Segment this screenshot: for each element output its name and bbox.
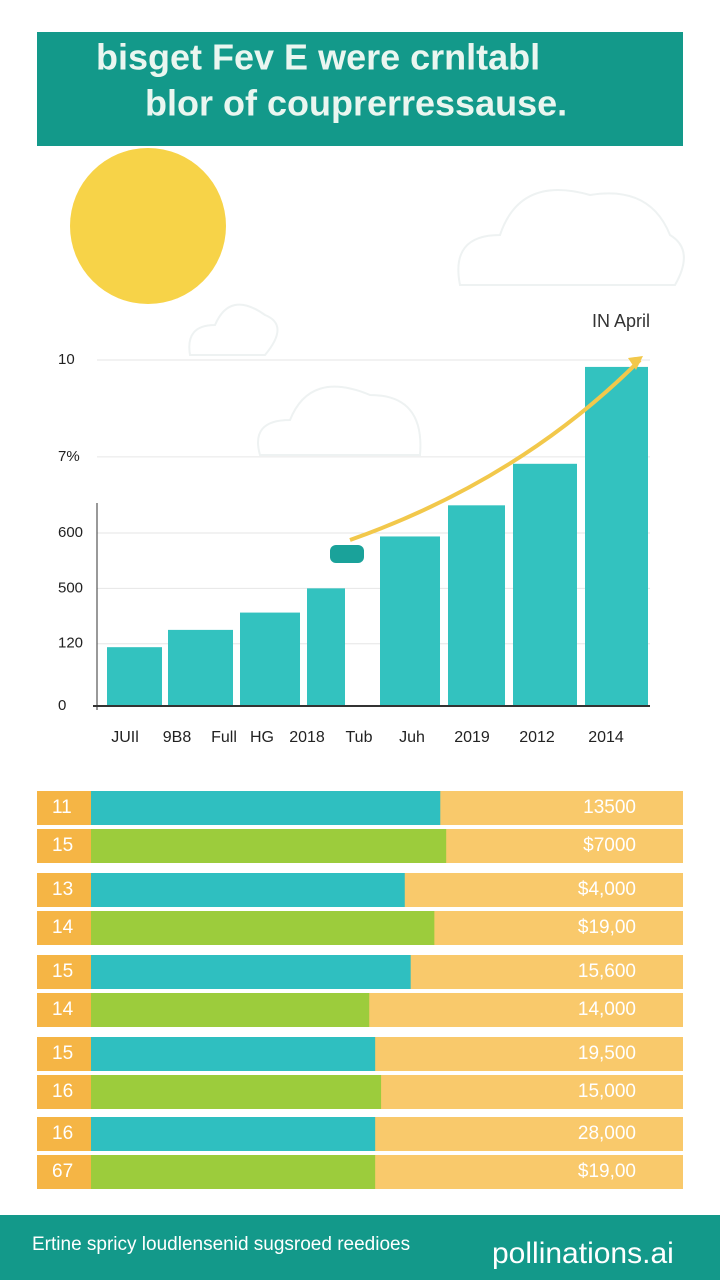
bar bbox=[168, 629, 233, 706]
trend-arrow bbox=[349, 358, 642, 542]
y-tick-label: 500 bbox=[58, 579, 83, 596]
value-label: $7000 bbox=[583, 835, 636, 856]
title-line: blor of couprerressause. bbox=[145, 83, 567, 124]
row-label-box bbox=[37, 1037, 91, 1071]
x-tick-label: 9B8 bbox=[163, 729, 192, 746]
bar-chart: IN April 0 120 500 600 7% 10 JUIl 9B8 Full HG 2018 T… bbox=[58, 311, 650, 746]
bar bbox=[448, 505, 505, 706]
row-label-box bbox=[37, 873, 91, 907]
value-label: 28,000 bbox=[578, 1123, 636, 1144]
bar bbox=[91, 1075, 382, 1109]
value-label: $4,000 bbox=[578, 879, 636, 900]
watermark: pollinations.ai bbox=[492, 1237, 674, 1270]
bar bbox=[307, 588, 345, 706]
bar-list: 11 13500 15 $7000 13 $4,000 14 $19,00 15 15,600 14… bbox=[37, 791, 683, 1189]
bar bbox=[91, 1037, 376, 1071]
value-label: $19,00 bbox=[578, 917, 636, 938]
value-label: 15,600 bbox=[578, 961, 636, 982]
y-tick-label: 7% bbox=[58, 448, 80, 465]
row-label: 13 bbox=[52, 879, 73, 900]
row-label-box bbox=[37, 829, 91, 863]
bar bbox=[91, 993, 370, 1027]
x-tick-label: 2014 bbox=[588, 729, 624, 746]
y-tick-label: 120 bbox=[58, 635, 83, 652]
bar bbox=[91, 911, 435, 945]
bar bbox=[91, 955, 411, 989]
row-label: 15 bbox=[52, 961, 73, 982]
row-label-box bbox=[37, 911, 91, 945]
value-label: 13500 bbox=[583, 797, 636, 818]
x-tick-label: Juh bbox=[399, 729, 425, 746]
row-label-box bbox=[37, 955, 91, 989]
bar bbox=[585, 366, 648, 706]
clouds bbox=[188, 189, 685, 456]
x-tick-label: 2018 bbox=[289, 729, 325, 746]
row-label-box bbox=[37, 1155, 91, 1189]
bar bbox=[91, 791, 441, 825]
row-label: 16 bbox=[52, 1081, 73, 1102]
bar bbox=[380, 536, 440, 706]
row-label-box bbox=[37, 791, 91, 825]
row-label: 14 bbox=[52, 917, 74, 938]
row-label: 67 bbox=[52, 1161, 73, 1182]
bar bbox=[91, 829, 447, 863]
car bbox=[330, 545, 364, 563]
bar bbox=[91, 1155, 376, 1189]
row-label: 15 bbox=[52, 1043, 73, 1064]
x-tick-label: 2012 bbox=[519, 729, 555, 746]
title-line: bisget Fev E were crnltabl bbox=[96, 37, 540, 78]
row-label-box bbox=[37, 993, 91, 1027]
x-tick-label: JUIl bbox=[111, 729, 139, 746]
row-label-box bbox=[37, 1075, 91, 1109]
bar bbox=[240, 612, 300, 706]
row-label: 15 bbox=[52, 835, 73, 856]
y-tick-label: 10 bbox=[58, 351, 75, 368]
arrow-head bbox=[628, 356, 643, 370]
row-label-box bbox=[37, 1117, 91, 1151]
row-label: 16 bbox=[52, 1123, 73, 1144]
x-tick-label: Full bbox=[211, 729, 237, 746]
bar bbox=[107, 647, 162, 706]
y-tick-label: 0 bbox=[58, 697, 66, 714]
value-label: 15,000 bbox=[578, 1081, 636, 1102]
row-label: 11 bbox=[52, 797, 72, 818]
footer-text: Ertine spricy loudlensenid sugsroed reed… bbox=[32, 1234, 410, 1255]
sun bbox=[70, 148, 226, 304]
value-label: 14,000 bbox=[578, 999, 636, 1020]
bar bbox=[91, 1117, 376, 1151]
bar bbox=[91, 873, 405, 907]
bar bbox=[513, 463, 577, 706]
x-tick-label: Tub bbox=[346, 729, 373, 746]
value-label: 19,500 bbox=[578, 1043, 636, 1064]
x-tick-label: HG bbox=[250, 729, 274, 746]
y-tick-label: 600 bbox=[58, 524, 83, 541]
header-band bbox=[37, 32, 683, 146]
row-label: 14 bbox=[52, 999, 74, 1020]
footer-band bbox=[0, 1215, 720, 1280]
value-label: $19,00 bbox=[578, 1161, 636, 1182]
annotation: IN April bbox=[592, 311, 650, 331]
x-tick-label: 2019 bbox=[454, 729, 490, 746]
